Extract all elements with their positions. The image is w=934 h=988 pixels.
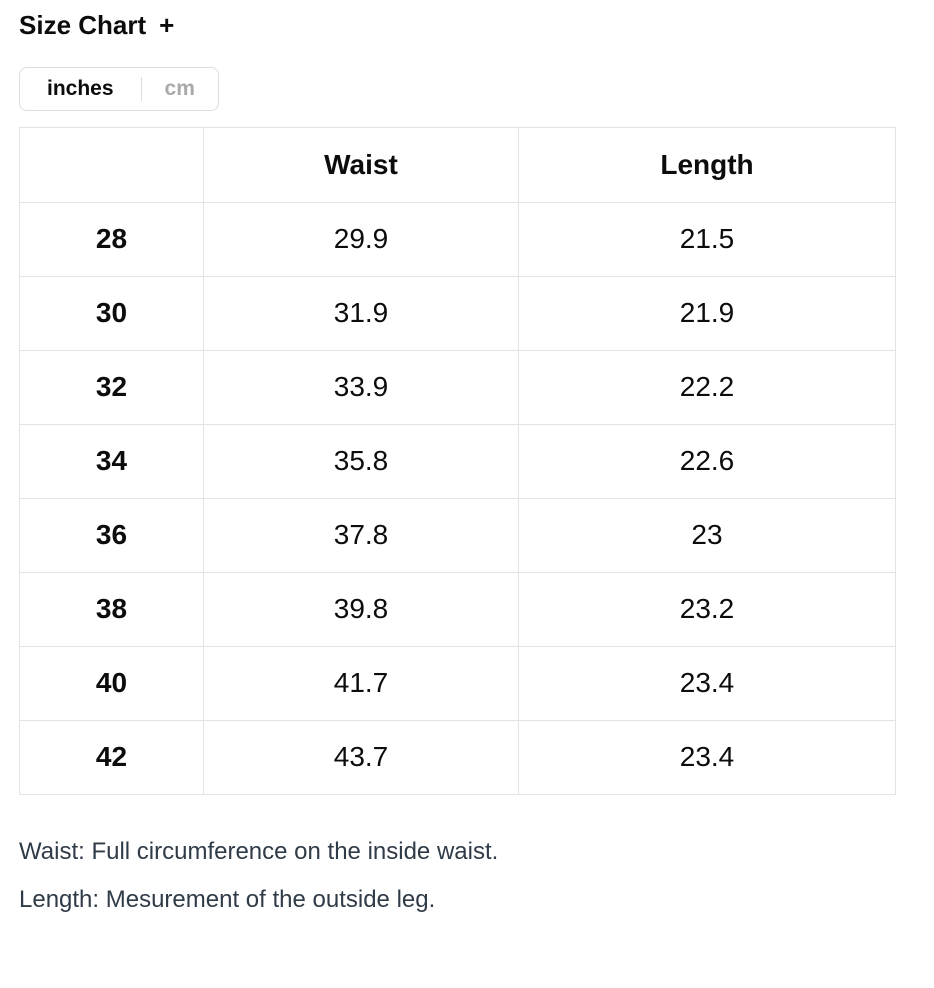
toggle-divider (140, 76, 142, 101)
length-value: 22.6 (518, 423, 896, 499)
waist-value: 35.8 (203, 423, 519, 499)
length-value: 23.4 (518, 719, 896, 795)
table-row: 32 33.9 22.2 (19, 349, 896, 425)
column-header-waist: Waist (203, 126, 519, 203)
expand-icon[interactable]: + (159, 10, 175, 40)
unit-cm-button[interactable]: cm (142, 68, 218, 110)
length-value: 22.2 (518, 349, 896, 425)
length-value: 23.2 (518, 571, 896, 647)
length-value: 23 (518, 497, 896, 573)
unit-toggle: inches cm (19, 66, 219, 111)
size-value: 34 (19, 423, 204, 499)
size-value: 38 (19, 571, 204, 647)
table-row: 36 37.8 23 (19, 497, 896, 573)
size-value: 36 (19, 497, 204, 573)
table-header-row: Waist Length (19, 126, 896, 203)
waist-value: 41.7 (203, 645, 519, 721)
size-chart-section: Size Chart + inches cm Waist Length 28 2… (19, 10, 896, 914)
size-value: 42 (19, 719, 204, 795)
column-header-size (19, 126, 204, 203)
column-header-length: Length (518, 126, 896, 203)
size-chart-header: Size Chart + (19, 10, 895, 41)
length-note: Length: Mesurement of the outside leg. (19, 886, 436, 914)
table-row: 38 39.8 23.2 (19, 571, 896, 647)
measurement-notes: Waist: Full circumference on the inside … (19, 838, 895, 914)
waist-value: 31.9 (203, 275, 519, 351)
table-row: 28 29.9 21.5 (19, 201, 896, 277)
waist-value: 37.8 (203, 497, 519, 573)
waist-note: Waist: Full circumference on the inside … (19, 837, 499, 865)
length-value: 21.5 (518, 201, 896, 277)
waist-value: 39.8 (203, 571, 519, 647)
table-row: 34 35.8 22.6 (19, 423, 896, 499)
unit-inches-button[interactable]: inches (20, 68, 141, 110)
page-title: Size Chart (19, 10, 147, 40)
table-row: 30 31.9 21.9 (19, 275, 896, 351)
waist-value: 33.9 (203, 349, 519, 425)
size-value: 40 (19, 645, 204, 721)
length-value: 21.9 (518, 275, 896, 351)
table-row: 42 43.7 23.4 (19, 719, 896, 795)
size-table: Waist Length 28 29.9 21.5 30 31.9 21.9 3… (19, 126, 896, 795)
table-row: 40 41.7 23.4 (19, 645, 896, 721)
size-value: 28 (19, 201, 204, 277)
size-value: 30 (19, 275, 204, 351)
length-value: 23.4 (518, 645, 896, 721)
size-value: 32 (19, 349, 204, 425)
waist-value: 43.7 (203, 719, 519, 795)
waist-value: 29.9 (203, 201, 519, 277)
